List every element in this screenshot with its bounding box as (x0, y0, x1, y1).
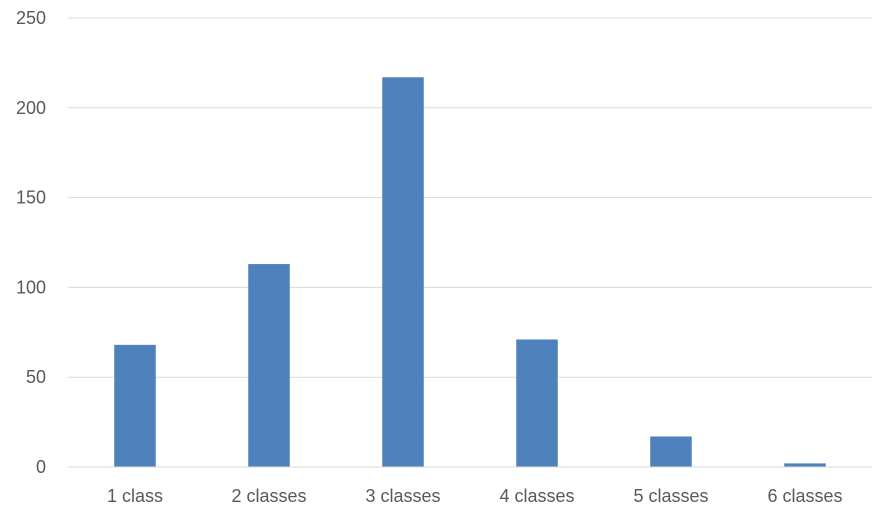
x-tick-label: 4 classes (499, 486, 574, 506)
bar (114, 344, 156, 467)
y-tick-label: 50 (26, 367, 46, 387)
x-tick-label: 5 classes (633, 486, 708, 506)
bar (516, 339, 558, 467)
y-tick-label: 200 (16, 98, 46, 118)
y-tick-labels: 0 50 100 150 200 250 (16, 8, 46, 477)
bar (382, 77, 424, 467)
bars (114, 77, 826, 467)
x-tick-label: 3 classes (365, 486, 440, 506)
y-tick-label: 100 (16, 277, 46, 297)
x-tick-label: 2 classes (231, 486, 306, 506)
y-tick-label: 0 (36, 457, 46, 477)
bar (248, 264, 290, 467)
bar (650, 436, 692, 467)
y-tick-label: 150 (16, 188, 46, 208)
x-tick-label: 1 class (107, 486, 163, 506)
gridlines (68, 17, 872, 378)
x-tick-labels: 1 class 2 classes 3 classes 4 classes 5 clas… (107, 486, 843, 506)
x-tick-label: 6 classes (767, 486, 842, 506)
y-tick-label: 250 (16, 8, 46, 28)
bar (784, 463, 826, 467)
